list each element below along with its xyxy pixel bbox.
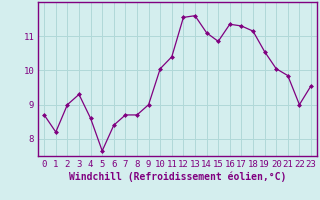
- X-axis label: Windchill (Refroidissement éolien,°C): Windchill (Refroidissement éolien,°C): [69, 172, 286, 182]
